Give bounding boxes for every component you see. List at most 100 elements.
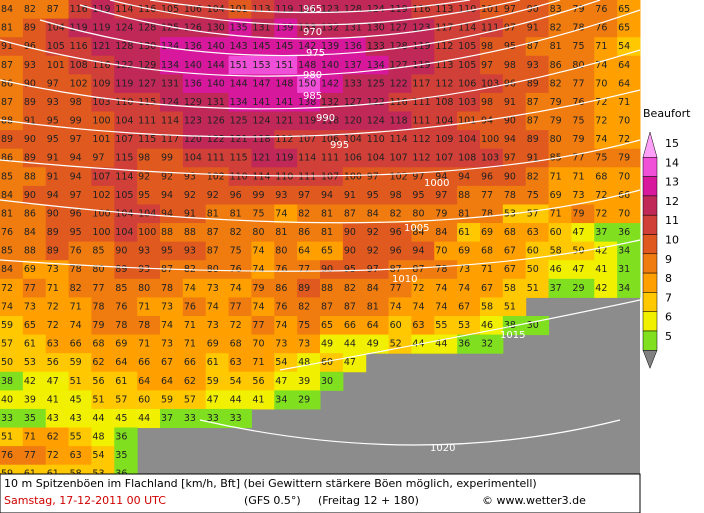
wind-value: 90 bbox=[504, 116, 516, 127]
wind-value: 111 bbox=[321, 153, 339, 164]
wind-value: 87 bbox=[207, 246, 219, 257]
wind-value: 60 bbox=[550, 227, 562, 238]
wind-cell bbox=[114, 130, 138, 150]
wind-value: 74 bbox=[390, 301, 402, 312]
wind-value: 79 bbox=[618, 153, 630, 164]
wind-cell bbox=[91, 130, 115, 150]
wind-value: 125 bbox=[367, 78, 385, 89]
wind-value: 82 bbox=[344, 283, 356, 294]
wind-cell bbox=[45, 55, 70, 75]
wind-value: 41 bbox=[595, 264, 607, 275]
wind-cell bbox=[22, 167, 47, 187]
wind-value: 110 bbox=[230, 171, 248, 182]
wind-value: 91 bbox=[24, 116, 36, 127]
wind-value: 103 bbox=[481, 78, 499, 89]
wind-value: 91 bbox=[344, 190, 356, 201]
wind-value: 153 bbox=[252, 60, 270, 71]
wind-value: 136 bbox=[184, 78, 202, 89]
wind-cell bbox=[160, 74, 184, 94]
wind-cell bbox=[480, 55, 504, 75]
legend-swatch bbox=[642, 176, 658, 197]
wind-cell bbox=[137, 37, 161, 57]
wind-value: 91 bbox=[527, 153, 539, 164]
wind-cell bbox=[114, 148, 138, 168]
wind-value: 42 bbox=[595, 246, 607, 257]
wind-value: 31 bbox=[618, 264, 630, 275]
isobar-label: 1020 bbox=[430, 443, 455, 454]
wind-value: 114 bbox=[115, 171, 133, 182]
wind-value: 74 bbox=[252, 246, 264, 257]
wind-value: 93 bbox=[24, 60, 36, 71]
wind-value: 80 bbox=[92, 264, 104, 275]
wind-cell bbox=[114, 408, 138, 429]
wind-value: 96 bbox=[230, 190, 242, 201]
legend-swatch bbox=[642, 272, 658, 293]
wind-value: 124 bbox=[367, 4, 385, 15]
wind-value: 76 bbox=[595, 4, 607, 15]
legend-label: 5 bbox=[665, 330, 672, 343]
wind-cell bbox=[548, 260, 572, 280]
wind-value: 141 bbox=[275, 97, 293, 108]
wind-cell bbox=[0, 92, 24, 113]
wind-value: 95 bbox=[70, 227, 82, 238]
wind-value: 90 bbox=[344, 227, 356, 238]
wind-cell bbox=[480, 167, 504, 187]
wind-cell bbox=[114, 74, 138, 94]
wind-value: 90 bbox=[527, 4, 539, 15]
wind-value: 48 bbox=[298, 357, 310, 368]
wind-cell bbox=[365, 148, 390, 168]
wind-cell bbox=[388, 55, 412, 75]
wind-cell bbox=[434, 74, 458, 94]
wind-value: 136 bbox=[184, 41, 202, 52]
wind-value: 89 bbox=[47, 227, 59, 238]
wind-value: 92 bbox=[161, 171, 173, 182]
legend-label: 9 bbox=[665, 253, 672, 266]
wind-value: 141 bbox=[252, 97, 270, 108]
wind-cell bbox=[91, 353, 115, 373]
wind-cell bbox=[388, 297, 412, 317]
wind-cell bbox=[594, 148, 618, 168]
wind-cell bbox=[297, 390, 321, 410]
wind-cell bbox=[502, 18, 527, 38]
wind-value: 128 bbox=[344, 4, 362, 15]
wind-value: 43 bbox=[47, 413, 59, 424]
wind-cell bbox=[274, 111, 298, 131]
wind-cell bbox=[182, 223, 207, 243]
wind-cell bbox=[480, 130, 504, 150]
wind-value: 89 bbox=[24, 153, 36, 164]
wind-cell bbox=[160, 371, 184, 391]
wind-cell bbox=[137, 148, 161, 168]
wind-value: 100 bbox=[138, 227, 156, 238]
wind-cell bbox=[388, 37, 412, 57]
wind-value: 116 bbox=[412, 4, 430, 15]
wind-cell bbox=[137, 371, 161, 391]
wind-value: 116 bbox=[70, 4, 88, 15]
wind-value: 77 bbox=[24, 450, 36, 461]
wind-cell bbox=[502, 74, 527, 94]
wind-cell bbox=[91, 204, 115, 224]
wind-value: 84 bbox=[1, 264, 13, 275]
wind-value: 96 bbox=[390, 227, 402, 238]
wind-cell bbox=[68, 446, 92, 466]
wind-cell bbox=[160, 353, 184, 373]
wind-value: 64 bbox=[298, 246, 310, 257]
wind-cell bbox=[137, 241, 161, 261]
wind-value: 98 bbox=[138, 153, 150, 164]
wind-value: 87 bbox=[527, 97, 539, 108]
legend-label: 15 bbox=[665, 137, 679, 150]
wind-cell bbox=[68, 390, 92, 410]
wind-cell bbox=[68, 111, 92, 131]
wind-value: 73 bbox=[47, 264, 59, 275]
wind-cell bbox=[525, 167, 550, 187]
wind-value: 43 bbox=[70, 413, 82, 424]
wind-value: 148 bbox=[298, 60, 316, 71]
wind-value: 91 bbox=[1, 41, 13, 52]
wind-cell bbox=[320, 260, 344, 280]
wind-cell bbox=[411, 297, 435, 317]
wind-cell bbox=[160, 148, 184, 168]
wind-cell bbox=[388, 130, 412, 150]
wind-value: 84 bbox=[1, 190, 13, 201]
wind-value: 125 bbox=[230, 116, 248, 127]
isobar-lines bbox=[0, 0, 641, 446]
wind-value: 81 bbox=[321, 208, 333, 219]
